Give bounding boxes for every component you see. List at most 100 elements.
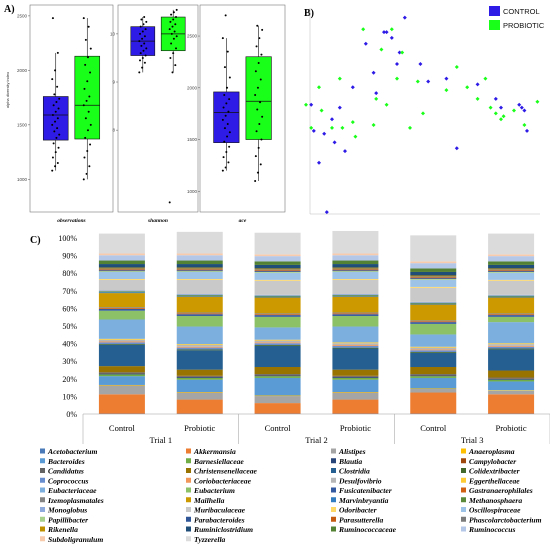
bar-segment	[176, 349, 223, 351]
bar-segment	[332, 270, 379, 272]
bar-segment	[254, 297, 301, 314]
bar-segment	[410, 347, 457, 350]
bar-segment	[176, 377, 223, 378]
data-point	[254, 70, 257, 73]
data-point	[261, 115, 264, 118]
legend-swatch	[40, 458, 45, 464]
bar-segment	[332, 255, 379, 261]
x-category-label: Control	[420, 423, 447, 433]
data-point	[52, 142, 55, 145]
legend-label: Anaeroplasma	[468, 447, 515, 456]
data-point	[145, 20, 148, 23]
data-point	[51, 123, 54, 126]
bar-segment	[254, 374, 301, 375]
bar-segment	[254, 264, 301, 269]
bar-segment	[98, 372, 145, 374]
bar-segment	[488, 377, 535, 379]
y-tick-label: 80%	[62, 269, 77, 278]
legend-swatch	[40, 468, 45, 473]
legend-label: Clostridia	[339, 467, 370, 476]
bar-segment	[488, 390, 535, 391]
data-point	[169, 20, 172, 23]
legend-label: Mailhella	[193, 496, 225, 505]
y-tick-label: 90%	[62, 252, 77, 261]
bar-segment	[410, 376, 457, 378]
bar-segment	[254, 280, 301, 295]
x-category-label: Probiotic	[495, 423, 526, 433]
bar-segment	[488, 269, 535, 271]
data-point	[56, 117, 59, 120]
panel-label-b: B)	[304, 8, 314, 19]
bar-segment	[254, 313, 301, 315]
data-point	[168, 201, 171, 204]
bar-segment	[332, 264, 379, 268]
bar-segment	[98, 385, 145, 395]
bar-segment	[488, 370, 535, 378]
data-point	[140, 18, 143, 21]
bar-segment	[98, 310, 145, 320]
bar-segment	[332, 377, 379, 378]
legend-swatch	[331, 507, 336, 512]
scatter-point	[374, 91, 379, 96]
legend-swatch	[461, 526, 466, 532]
bar-segment	[254, 316, 301, 328]
y-tick-label: 10	[110, 31, 116, 36]
data-point	[254, 94, 257, 97]
bar-segment	[176, 271, 223, 272]
data-point	[172, 18, 175, 21]
bar-segment	[254, 269, 301, 271]
scatter-point	[400, 50, 405, 55]
scatter-point	[374, 96, 379, 101]
bar-segment	[254, 254, 301, 257]
bar-segment	[98, 308, 145, 309]
data-point	[221, 118, 224, 121]
bar-segment	[176, 293, 223, 295]
scatter-point	[309, 102, 314, 107]
x-category-label: Control	[265, 423, 292, 433]
bar-segment	[410, 304, 457, 321]
data-point	[254, 155, 257, 158]
bar-segment	[98, 271, 145, 280]
bar-segment	[410, 287, 457, 302]
bar-segment	[410, 367, 457, 375]
data-point	[224, 166, 227, 169]
data-point	[84, 136, 87, 139]
bar-segment	[98, 376, 145, 385]
data-point	[228, 76, 231, 79]
scatter-point	[501, 114, 506, 119]
legend-swatch	[186, 516, 191, 522]
scatter-point	[337, 76, 342, 81]
data-point	[259, 101, 262, 104]
bar-segment	[410, 349, 457, 351]
bar-segment	[254, 339, 301, 341]
data-point	[170, 32, 173, 35]
data-point	[258, 37, 261, 40]
legend-label: Blautia	[338, 457, 362, 466]
legend-label: Parasutterella	[339, 515, 384, 524]
bar-segment	[488, 264, 535, 269]
data-point	[168, 28, 171, 31]
box	[245, 56, 272, 140]
bar-segment	[176, 231, 223, 254]
bar-segment	[98, 342, 145, 345]
bar-segment	[254, 327, 301, 340]
data-point	[141, 66, 144, 69]
bar-segment	[410, 374, 457, 375]
bar-segment	[410, 302, 457, 304]
bar-segment	[410, 352, 457, 368]
bar-segment	[410, 279, 457, 287]
legend-label: Alistipes	[338, 447, 366, 456]
legend-swatch	[331, 448, 336, 454]
data-point	[51, 114, 54, 117]
bar-segment	[176, 377, 223, 380]
bar-segment	[176, 294, 223, 296]
data-point	[223, 66, 226, 69]
legend-label: Izemoplasmatales	[47, 496, 104, 505]
bar-segment	[176, 279, 223, 294]
scatter-point	[483, 76, 488, 81]
y-tick-label: 2000	[187, 85, 198, 90]
bar-segment	[332, 392, 379, 400]
legend-swatch	[461, 458, 466, 464]
scatter-point	[488, 105, 493, 110]
legend-label: Acetobacterium	[47, 447, 97, 456]
